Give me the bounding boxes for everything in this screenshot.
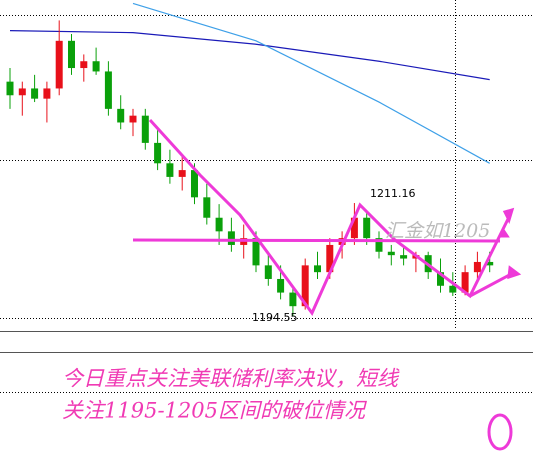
candle-body <box>166 163 174 177</box>
candle-body <box>486 261 494 266</box>
ma-line <box>9 30 490 81</box>
candle-body <box>363 217 371 239</box>
arrow-head <box>502 207 515 225</box>
watermark: 汇金如1205 <box>385 220 490 242</box>
comment-line: 今日重点关注美联储利率决议，短线 <box>62 367 400 391</box>
candle-body <box>80 61 88 69</box>
ma-line <box>132 2 490 164</box>
candle-body <box>449 285 457 293</box>
comment-line: 关注1195-1205区间的破位情况 <box>62 399 368 423</box>
candle-body <box>203 197 211 218</box>
arrow-head <box>497 227 510 238</box>
candle-body <box>68 40 75 69</box>
candle-body <box>350 217 358 239</box>
candle-body <box>154 142 162 164</box>
arrow-head <box>507 265 522 280</box>
candle-body <box>129 115 137 123</box>
candle-body <box>178 170 186 177</box>
candle-body <box>264 265 272 279</box>
ma-lines <box>9 2 490 164</box>
candles <box>6 20 494 317</box>
candle-body <box>473 261 481 273</box>
support-line <box>132 238 501 243</box>
candle-body <box>104 71 112 109</box>
candle-body <box>215 217 223 232</box>
highlight-circle <box>487 413 513 451</box>
candle-body <box>191 170 198 198</box>
candle-body <box>43 88 51 99</box>
candle-body <box>55 40 63 89</box>
candle-body <box>326 244 334 273</box>
candle-body <box>461 272 469 293</box>
candle-body <box>437 272 444 286</box>
candle-body <box>301 265 309 307</box>
candle-body <box>289 292 297 307</box>
candle-body <box>387 251 395 256</box>
candle-body <box>400 255 408 259</box>
candle-body <box>117 108 125 123</box>
candle-body <box>277 278 285 293</box>
candle-body <box>375 238 383 252</box>
trend-path <box>469 270 516 298</box>
candle-body <box>18 88 26 96</box>
candle-body <box>227 231 235 245</box>
candle-body <box>6 81 14 96</box>
candle-body <box>314 265 321 273</box>
candle-body <box>92 61 100 72</box>
annotations <box>132 118 522 451</box>
low-label: 1194.55 <box>252 311 298 324</box>
candle-body <box>31 88 39 99</box>
candle-body <box>252 238 260 266</box>
candle-body <box>141 115 149 143</box>
trend-path <box>148 118 512 316</box>
high-label: 1211.16 <box>370 187 416 200</box>
grid-lines <box>0 0 533 393</box>
